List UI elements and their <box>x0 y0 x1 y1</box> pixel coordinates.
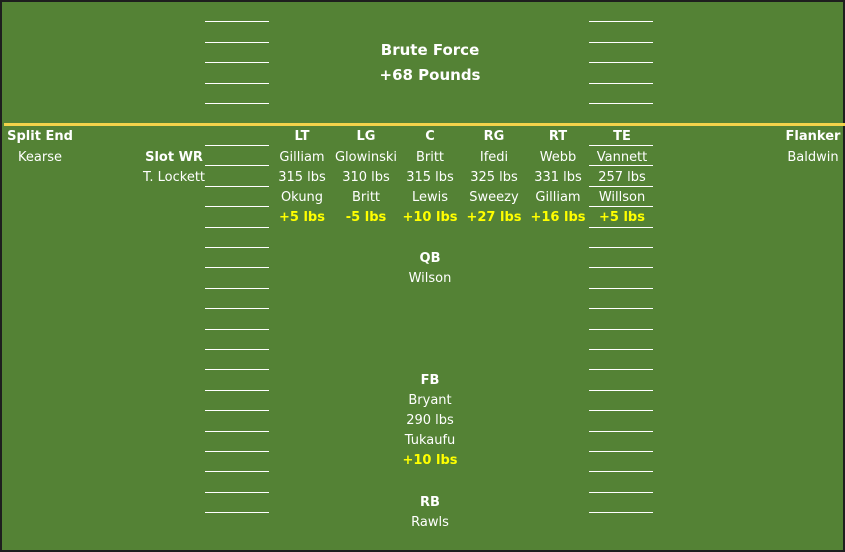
weight-delta: +16 lbs <box>530 210 586 225</box>
hash-mark <box>589 186 653 187</box>
position-label: RG <box>483 129 505 144</box>
starter-name: Webb <box>539 150 577 165</box>
starter-name: Ifedi <box>479 150 509 165</box>
hash-mark <box>205 512 269 513</box>
hash-mark <box>205 329 269 330</box>
hash-mark <box>589 512 653 513</box>
hash-mark <box>205 431 269 432</box>
substitute-name: Gilliam <box>535 190 581 205</box>
weight-delta: +27 lbs <box>466 210 522 225</box>
fb-substitute: Tukaufu <box>404 433 456 448</box>
hash-mark <box>205 369 269 370</box>
hash-mark <box>589 492 653 493</box>
hash-mark <box>205 308 269 309</box>
flanker-label: Flanker <box>785 129 841 144</box>
starter-name: Britt <box>415 150 445 165</box>
hash-mark <box>589 369 653 370</box>
weight-delta: +5 lbs <box>599 210 645 225</box>
qb-label: QB <box>419 251 441 266</box>
hash-mark <box>589 267 653 268</box>
fb-label: FB <box>420 373 440 388</box>
hash-mark <box>205 103 269 104</box>
substitute-name: Lewis <box>411 190 449 205</box>
starter-name: Gilliam <box>279 150 325 165</box>
line-of-scrimmage <box>4 123 845 126</box>
hash-mark <box>589 42 653 43</box>
hash-mark <box>589 451 653 452</box>
hash-mark <box>589 288 653 289</box>
hash-mark <box>589 21 653 22</box>
qb-player: Wilson <box>408 271 452 286</box>
position-label: RT <box>548 129 568 144</box>
split-end-player: Kearse <box>18 150 62 165</box>
hash-mark <box>589 62 653 63</box>
position-label: LG <box>356 129 376 144</box>
hash-mark <box>205 390 269 391</box>
starter-name: Vannett <box>596 150 648 165</box>
hash-mark <box>205 21 269 22</box>
position-label: TE <box>613 129 631 144</box>
position-label: LT <box>294 129 310 144</box>
hash-mark <box>205 206 269 207</box>
hash-mark <box>589 308 653 309</box>
hash-mark <box>205 288 269 289</box>
position-label: C <box>425 129 435 144</box>
player-weight: 325 lbs <box>470 170 518 185</box>
hash-mark <box>205 145 269 146</box>
formation-title: Brute Force <box>380 41 480 59</box>
hash-mark <box>589 247 653 248</box>
player-weight: 315 lbs <box>278 170 326 185</box>
slot-wr-player: T. Lockett <box>142 170 206 185</box>
substitute-name: Okung <box>280 190 324 205</box>
flanker-player: Baldwin <box>787 150 839 165</box>
rb-label: RB <box>420 495 440 510</box>
hash-mark <box>205 492 269 493</box>
hash-mark <box>205 267 269 268</box>
hash-mark <box>589 227 653 228</box>
hash-mark <box>205 62 269 63</box>
hash-mark <box>205 165 269 166</box>
hash-mark <box>205 349 269 350</box>
fb-starter: Bryant <box>408 393 452 408</box>
hash-mark <box>205 247 269 248</box>
hash-mark <box>589 145 653 146</box>
hash-mark <box>205 227 269 228</box>
slot-wr-label: Slot WR <box>145 150 203 165</box>
fb-weight: 290 lbs <box>406 413 454 428</box>
formation-weight-total: +68 Pounds <box>379 66 481 84</box>
hash-mark <box>589 410 653 411</box>
hash-mark <box>589 83 653 84</box>
hash-mark <box>589 349 653 350</box>
hash-mark <box>589 390 653 391</box>
weight-delta: +10 lbs <box>402 210 458 225</box>
hash-mark <box>205 410 269 411</box>
split-end-label: Split End <box>7 129 73 144</box>
hash-mark <box>205 451 269 452</box>
weight-delta: -5 lbs <box>345 210 387 225</box>
starter-name: Glowinski <box>334 150 398 165</box>
substitute-name: Sweezy <box>469 190 519 205</box>
rb-player: Rawls <box>411 515 449 530</box>
player-weight: 257 lbs <box>598 170 646 185</box>
hash-mark <box>589 103 653 104</box>
hash-mark <box>589 206 653 207</box>
fb-weight-delta: +10 lbs <box>402 453 458 468</box>
hash-mark <box>589 431 653 432</box>
hash-mark <box>589 165 653 166</box>
substitute-name: Willson <box>598 190 646 205</box>
hash-mark <box>205 186 269 187</box>
player-weight: 310 lbs <box>342 170 390 185</box>
player-weight: 315 lbs <box>406 170 454 185</box>
hash-mark <box>205 471 269 472</box>
hash-mark <box>205 42 269 43</box>
hash-mark <box>589 471 653 472</box>
weight-delta: +5 lbs <box>279 210 325 225</box>
hash-mark <box>589 329 653 330</box>
hash-mark <box>205 83 269 84</box>
substitute-name: Britt <box>351 190 381 205</box>
player-weight: 331 lbs <box>534 170 582 185</box>
